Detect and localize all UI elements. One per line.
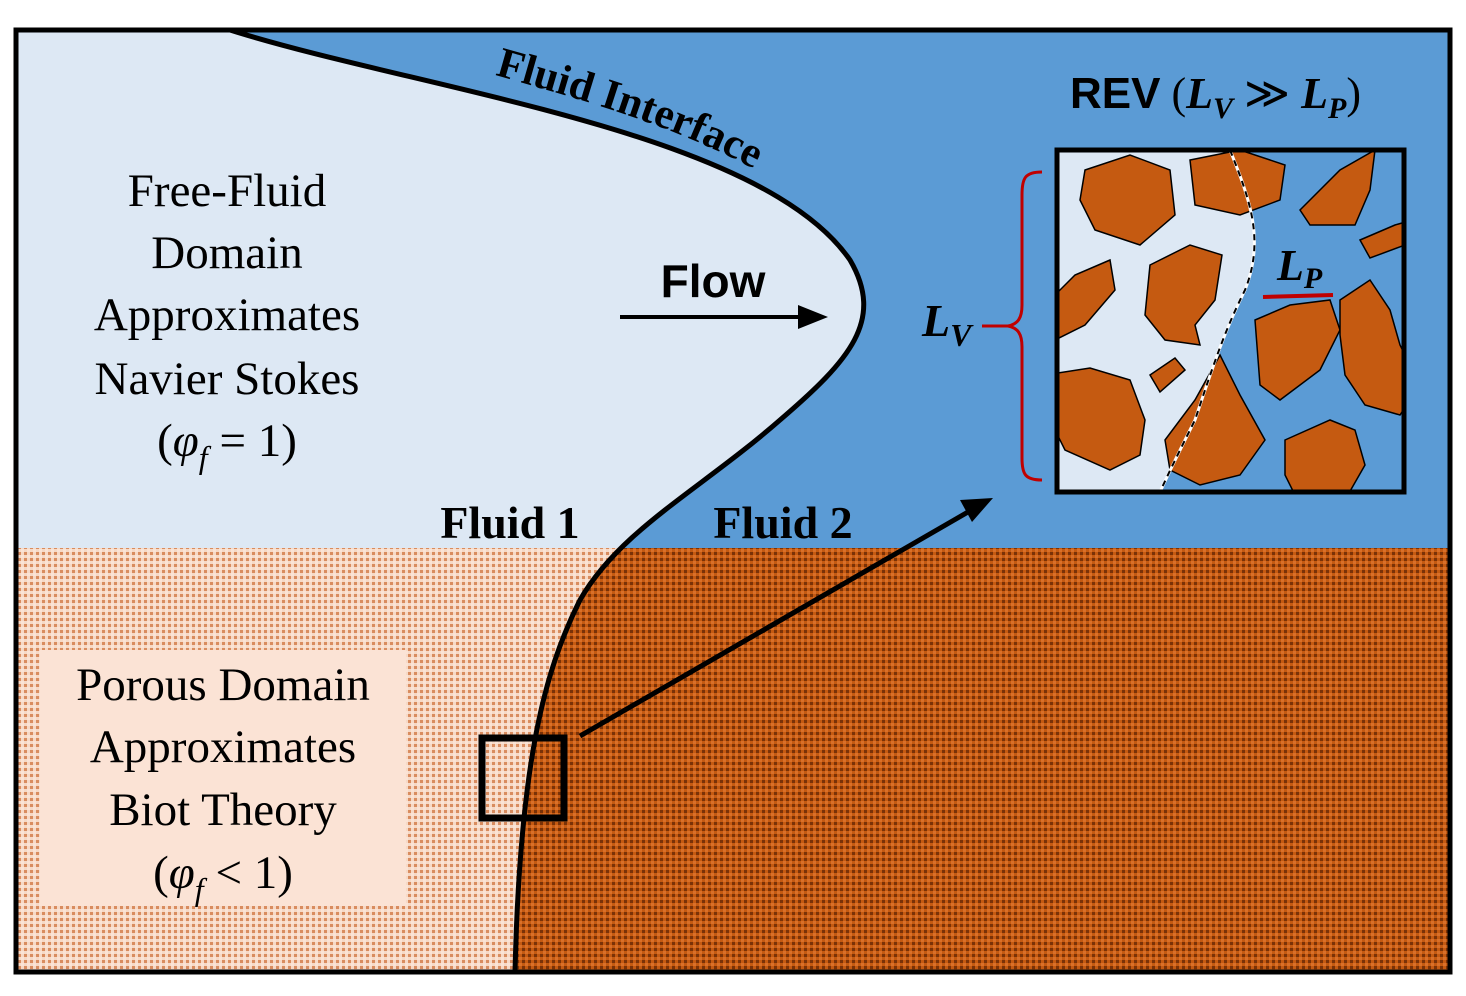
- domain-regions: [16, 30, 1450, 972]
- lp-scale-line: [1262, 293, 1334, 299]
- rev-label: REV (LV ≫ LP): [1070, 69, 1361, 125]
- free-fluid-line-1: Free-Fluid: [128, 165, 326, 217]
- free-fluid-phi: (φf = 1): [157, 415, 297, 475]
- porous-domain-label: Porous Domain Approximates Biot Theory (…: [76, 659, 370, 907]
- rev-grains: [1057, 150, 1404, 492]
- fluid-interface-curve: [229, 27, 867, 973]
- outer-frame: [13, 27, 1453, 975]
- lp-label: LP: [1276, 241, 1323, 295]
- lv-label: LV: [921, 295, 974, 353]
- flow-label: Flow: [661, 255, 766, 307]
- free-fluid-line-3: Approximates: [94, 289, 360, 341]
- zoom-arrow: [578, 498, 993, 739]
- free-fluid-line-2: Domain: [151, 227, 302, 279]
- porous-line-3: Biot Theory: [109, 784, 337, 836]
- porous-line-2: Approximates: [90, 721, 356, 773]
- free-fluid-label: Free-Fluid Domain Approximates Navier St…: [94, 165, 360, 475]
- sample-box: [478, 734, 568, 822]
- porous-label-box: [40, 650, 406, 906]
- rev-box: [1054, 147, 1407, 495]
- porous-phi: (φf < 1): [153, 847, 293, 907]
- fluid1-label: Fluid 1: [440, 497, 579, 548]
- flow-arrow: [620, 305, 828, 329]
- fluid2-label: Fluid 2: [713, 497, 852, 548]
- free-fluid-line-4: Navier Stokes: [95, 353, 360, 405]
- porous-line-1: Porous Domain: [76, 659, 370, 711]
